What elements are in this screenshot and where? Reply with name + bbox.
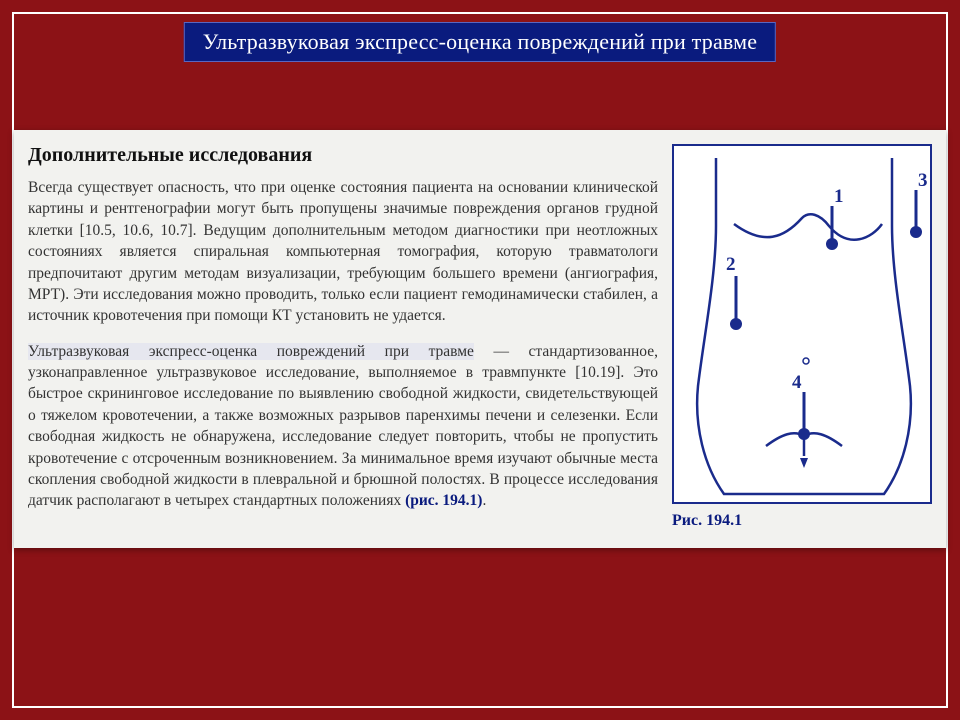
paragraph-2-body: — стандартизованное, узконаправленное ул…	[28, 343, 658, 510]
paragraph-2: Ультразвуковая экспресс-оценка поврежден…	[28, 341, 658, 512]
paragraph-2-end: .	[482, 492, 486, 509]
svg-text:1: 1	[834, 186, 844, 207]
svg-text:3: 3	[918, 170, 928, 191]
figure-box: 1 2 3 4	[672, 144, 932, 504]
paragraph-1: Всегда существует опасность, что при оце…	[28, 177, 658, 327]
figure-reference: (рис. 194.1)	[405, 492, 482, 509]
figure-column: 1 2 3 4 Рис. 194.1	[672, 144, 932, 530]
title-text: Ультразвуковая экспресс-оценка поврежден…	[203, 29, 757, 54]
content-panel: Дополнительные исследования Всегда сущес…	[14, 130, 946, 548]
torso-diagram: 1 2 3 4	[674, 146, 934, 506]
highlighted-term: Ультразвуковая экспресс-оценка поврежден…	[28, 343, 474, 360]
section-heading: Дополнительные исследования	[28, 144, 658, 167]
svg-text:4: 4	[792, 372, 802, 393]
svg-text:2: 2	[726, 254, 736, 275]
title-banner: Ультразвуковая экспресс-оценка поврежден…	[184, 22, 776, 62]
text-column: Дополнительные исследования Всегда сущес…	[28, 144, 658, 530]
figure-caption: Рис. 194.1	[672, 512, 932, 530]
